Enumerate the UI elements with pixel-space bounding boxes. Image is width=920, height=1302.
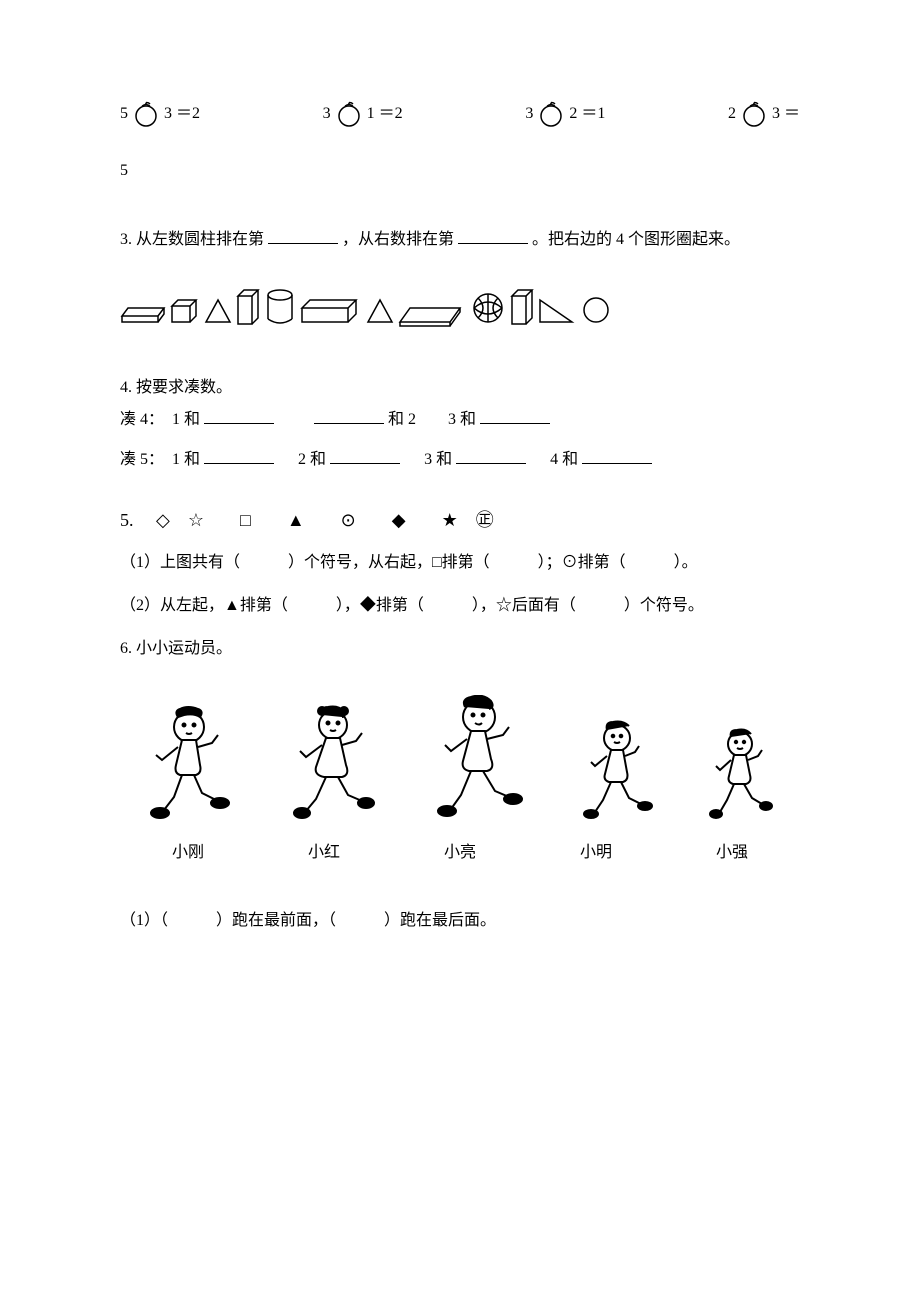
equation-4: 2 3 ＝: [728, 100, 800, 128]
q4-l2a: 凑 5： 1 和: [120, 451, 200, 468]
runner-icon: [429, 695, 529, 820]
apple-icon: [537, 100, 565, 128]
q5-prefix: 5.: [120, 510, 134, 530]
blank: [582, 444, 652, 463]
eq3-r: ＝1: [581, 101, 605, 127]
blank: [204, 404, 274, 423]
apple-icon: [335, 100, 363, 128]
eq2-b: 1: [367, 101, 375, 127]
q4-l2c: 3 和: [424, 451, 452, 468]
q5-sub1: （1）上图共有（ ）个符号，从右起，□排第（ ）；⊙排第（ ）。: [120, 548, 800, 578]
q5-sub2: （2）从左起，▲排第（ ），◆排第（ ），☆后面有（ ）个符号。: [120, 591, 800, 621]
runner-icon: [704, 728, 776, 820]
runner-name: 小刚: [148, 840, 228, 866]
apple-icon: [132, 100, 160, 128]
q4-l1a: 凑 4： 1 和: [120, 411, 200, 428]
runners-image-row: [120, 695, 800, 820]
shape-row: [120, 286, 800, 332]
equation-1: 5 3 ＝2: [120, 100, 200, 128]
runner-name: 小强: [692, 840, 772, 866]
q6-sub1: （1）（ ）跑在最前面，（ ）跑在最后面。: [120, 906, 800, 936]
q4-l2d: 4 和: [550, 451, 578, 468]
eq1-r: ＝2: [176, 101, 200, 127]
runner-name: 小明: [556, 840, 636, 866]
apple-icon: [740, 100, 768, 128]
q3-text-b: ，从右数排在第: [342, 231, 454, 248]
q4-l2b: 2 和: [298, 451, 326, 468]
question-3: 3. 从左数圆柱排在第 ，从右数排在第 。把右边的 4 个图形圈起来。: [120, 224, 800, 256]
q3-text-c: 。把右边的 4 个图形圈起来。: [532, 231, 740, 248]
question-6: 6. 小小运动员。: [120, 633, 800, 665]
blank: [268, 224, 338, 243]
question-4: 4. 按要求凑数。 凑 4： 1 和 和 2 3 和 凑 5： 1 和 2 和 …: [120, 372, 800, 476]
blank: [480, 404, 550, 423]
equation-row: 5 3 ＝2 3 1 ＝2 3: [120, 100, 800, 128]
q3-text-a: 3. 从左数圆柱排在第: [120, 231, 264, 248]
runner-name: 小红: [284, 840, 364, 866]
equation-3: 3 2 ＝1: [525, 100, 605, 128]
runner-name: 小亮: [420, 840, 500, 866]
trailing-number: 5: [120, 158, 800, 184]
q5-symbols: ◇ ☆ □ ▲ ⊙ ◆ ★ ㊣: [156, 510, 494, 530]
runner-names-row: 小刚 小红 小亮 小明 小强: [120, 840, 800, 866]
eq2-r: ＝2: [379, 101, 403, 127]
eq4-r: ＝: [784, 101, 800, 127]
eq2-a: 3: [323, 101, 331, 127]
runner-icon: [144, 705, 239, 820]
blank: [456, 444, 526, 463]
eq3-a: 3: [525, 101, 533, 127]
q4-title: 4. 按要求凑数。: [120, 372, 800, 404]
blank: [204, 444, 274, 463]
q6-title: 6. 小小运动员。: [120, 633, 800, 665]
eq3-b: 2: [569, 101, 577, 127]
runner-icon: [286, 705, 381, 820]
eq1-a: 5: [120, 101, 128, 127]
eq1-b: 3: [164, 101, 172, 127]
eq4-b: 3: [772, 101, 780, 127]
blank: [458, 224, 528, 243]
q4-line1: 凑 4： 1 和 和 2 3 和: [120, 404, 800, 436]
equation-2: 3 1 ＝2: [323, 100, 403, 128]
blank: [330, 444, 400, 463]
q4-line2: 凑 5： 1 和 2 和 3 和 4 和: [120, 444, 800, 476]
q4-l1b: 和 2 3 和: [388, 411, 476, 428]
runners-area: 小刚 小红 小亮 小明 小强: [120, 695, 800, 866]
runner-icon: [577, 720, 657, 820]
question-5: 5. ◇ ☆ □ ▲ ⊙ ◆ ★ ㊣ （1）上图共有（ ）个符号，从右起，□排第…: [120, 506, 800, 622]
eq4-a: 2: [728, 101, 736, 127]
blank: [314, 404, 384, 423]
symbol-row: 5. ◇ ☆ □ ▲ ⊙ ◆ ★ ㊣: [120, 506, 800, 535]
